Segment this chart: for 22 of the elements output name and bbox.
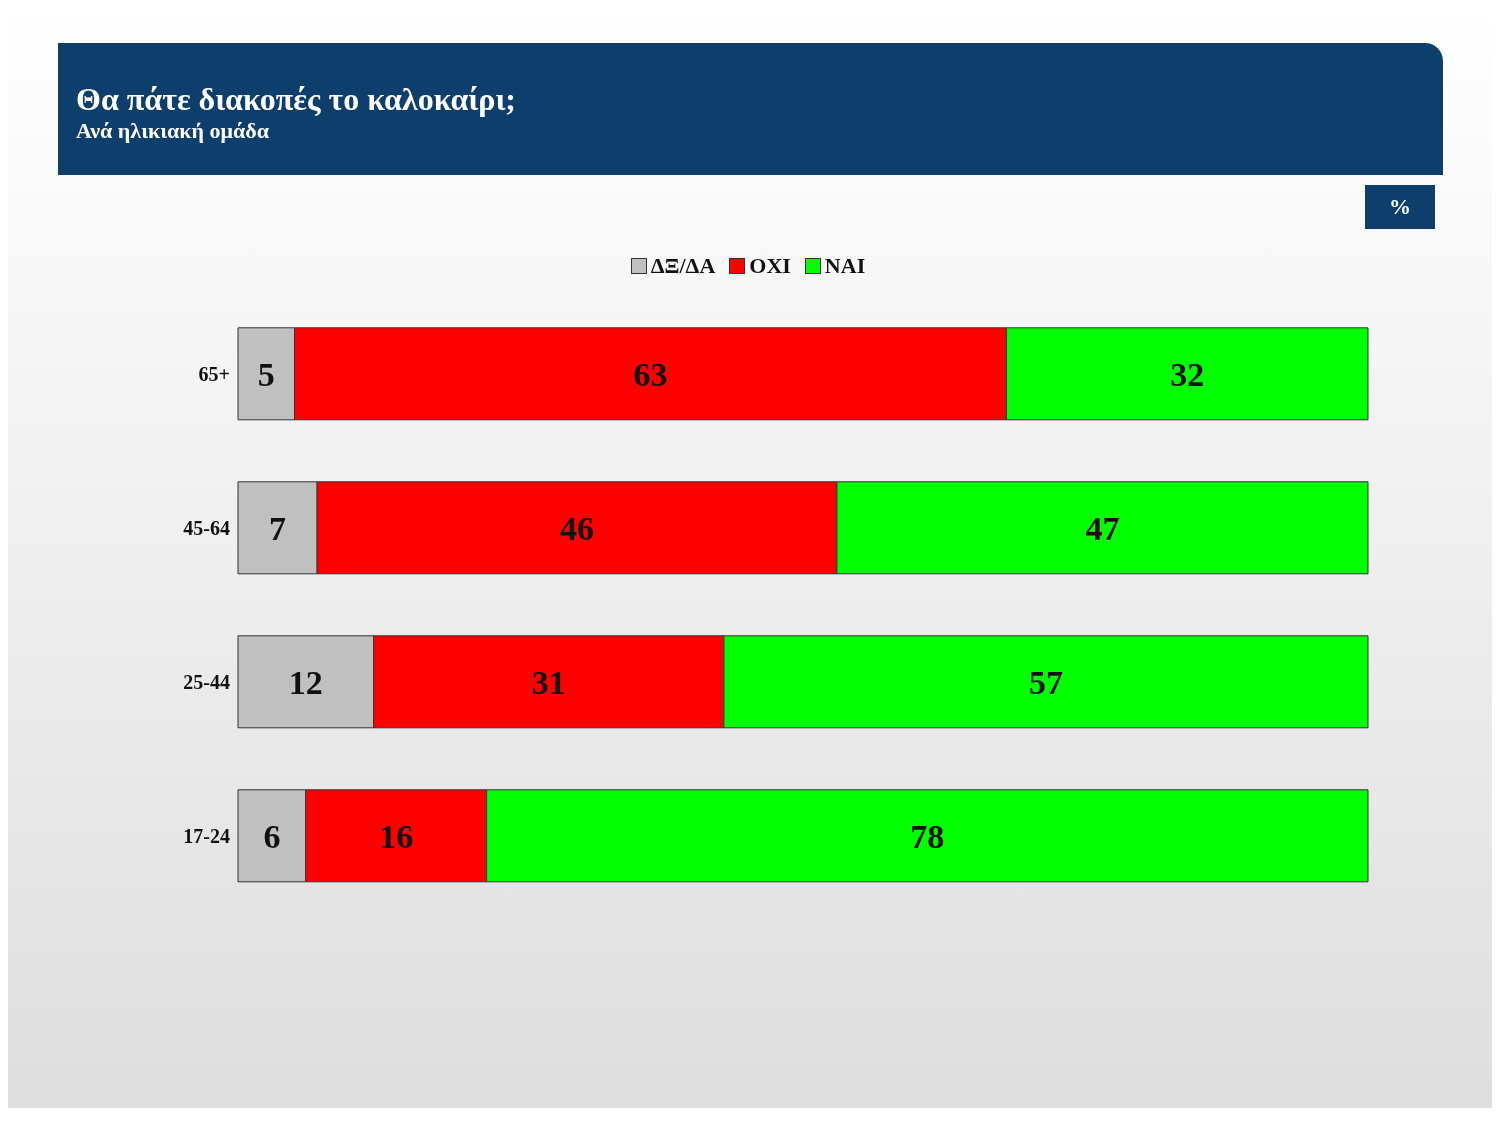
data-label: 31 [531, 663, 566, 701]
data-label: 6 [263, 817, 281, 855]
y-tick-label: 65+ [198, 363, 230, 386]
data-label: 16 [379, 817, 414, 855]
data-label: 32 [1170, 355, 1205, 393]
data-label: 7 [269, 509, 287, 547]
legend-label: ΝΑΙ [824, 253, 866, 279]
chart-subtitle: Ανά ηλικιακή ομάδα [76, 118, 270, 144]
text: % [1365, 185, 1435, 229]
legend-label: ΟΧΙ [749, 253, 791, 279]
data-label: 78 [910, 817, 945, 855]
legend-label: ΔΞ/ΔΑ [650, 253, 716, 279]
data-label: 63 [633, 355, 668, 393]
y-tick-label: 25-44 [183, 671, 230, 694]
chart-title: Θα πάτε διακοπές το καλοκαίρι; [76, 81, 517, 118]
data-label: 57 [1028, 663, 1063, 701]
data-label: 46 [560, 509, 594, 547]
data-label: 12 [288, 663, 323, 701]
y-tick-label: 17-24 [183, 825, 230, 848]
data-label: 5 [257, 355, 275, 393]
data-label: 47 [1085, 509, 1120, 547]
y-tick-label: 45-64 [183, 517, 230, 540]
